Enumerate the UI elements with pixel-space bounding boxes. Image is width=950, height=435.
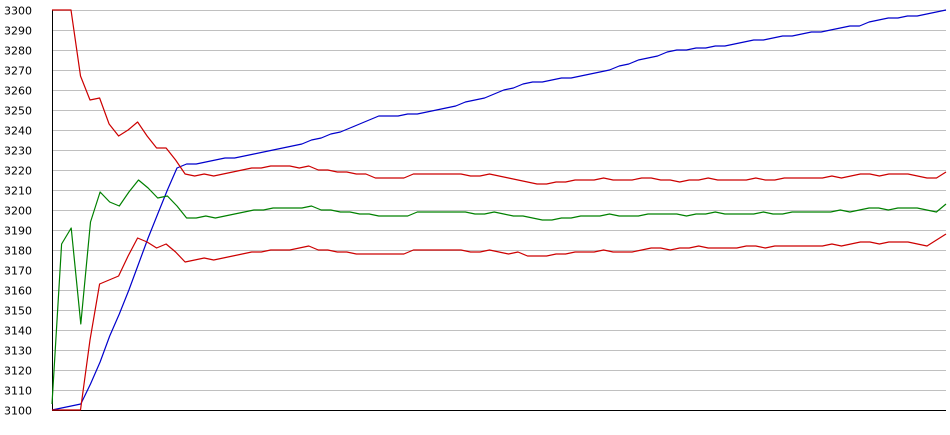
y-tick-label: 3260 <box>4 85 32 98</box>
series-line-3 <box>52 233 947 411</box>
y-tick-label: 3220 <box>4 165 32 178</box>
y-tick-label: 3170 <box>4 265 32 278</box>
y-tick-label: 3280 <box>4 45 32 58</box>
y-tick-label: 3300 <box>4 5 32 18</box>
series-line-1 <box>51 179 947 405</box>
y-tick-label: 3150 <box>4 305 32 318</box>
y-tick-label: 3200 <box>4 205 32 218</box>
y-tick-label: 3190 <box>4 225 32 238</box>
series-line-0 <box>51 9 947 411</box>
y-tick-label: 3210 <box>4 185 32 198</box>
y-tick-label: 3230 <box>4 145 32 158</box>
y-tick-label: 3270 <box>4 65 32 78</box>
y-tick-label: 3120 <box>4 365 32 378</box>
series-lines <box>51 9 947 411</box>
axes <box>52 10 946 411</box>
gridlines <box>52 10 946 411</box>
y-tick-label: 3250 <box>4 105 32 118</box>
y-tick-labels: 3100 3110 3120 3130 3140 3150 3160 3170 3180 3190… <box>4 5 32 418</box>
y-tick-label: 3140 <box>4 325 32 338</box>
series-line-2 <box>52 9 947 185</box>
y-tick-label: 3130 <box>4 345 32 358</box>
y-tick-label: 3180 <box>4 245 32 258</box>
y-tick-label: 3100 <box>4 405 32 418</box>
y-tick-label: 3240 <box>4 125 32 138</box>
y-tick-label: 3160 <box>4 285 32 298</box>
y-tick-label: 3110 <box>4 385 32 398</box>
y-tick-label: 3290 <box>4 25 32 38</box>
